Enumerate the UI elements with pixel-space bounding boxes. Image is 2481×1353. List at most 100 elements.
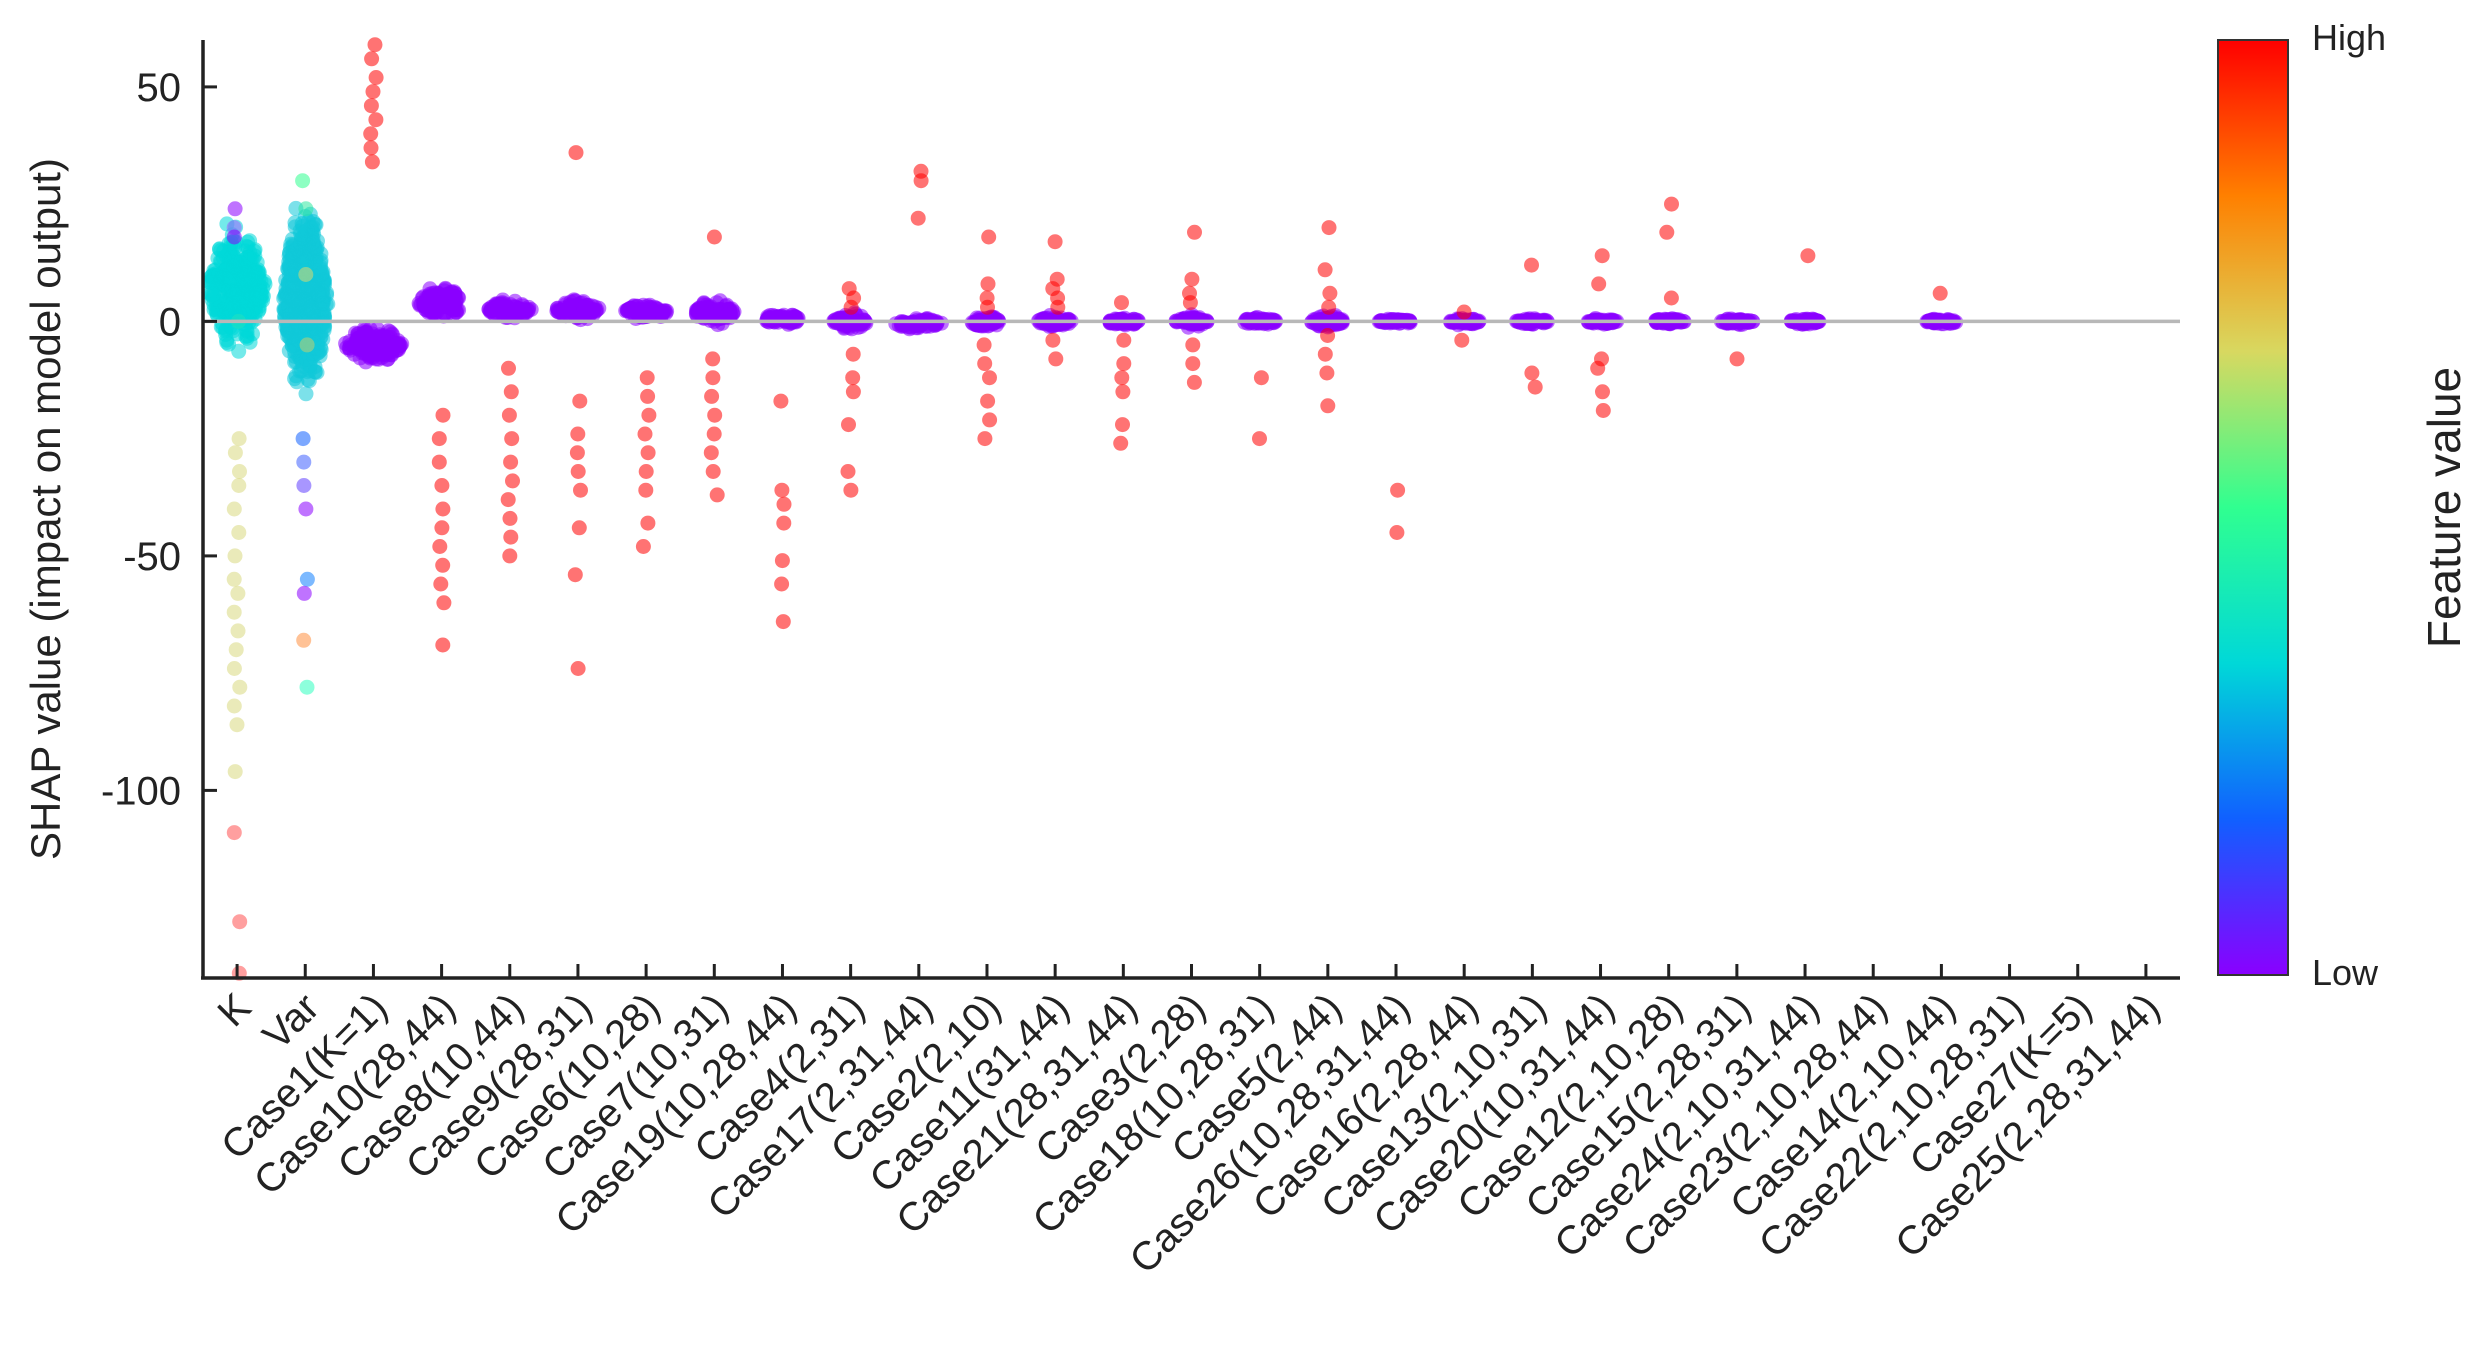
shap-point — [296, 585, 312, 601]
shap-point — [363, 126, 379, 142]
shap-point — [982, 412, 998, 428]
shap-point — [295, 431, 311, 447]
shap-point — [1729, 351, 1745, 367]
shap-point — [774, 576, 790, 592]
shap-point — [434, 478, 450, 493]
shap-point — [1185, 310, 1201, 326]
shap-point — [1804, 311, 1820, 327]
shap-point — [840, 464, 856, 479]
shap-point — [435, 501, 451, 517]
shap-point — [502, 548, 518, 564]
shap-point — [242, 233, 258, 249]
shap-point — [1321, 220, 1337, 236]
shap-point — [775, 614, 791, 630]
shap-point — [215, 276, 231, 292]
shap-point — [1663, 290, 1679, 306]
shap-point — [980, 393, 996, 409]
shap-point — [1524, 257, 1539, 273]
shap-point — [231, 525, 247, 540]
shap-point — [704, 388, 720, 404]
shap-point — [1664, 196, 1679, 212]
shap-point — [913, 173, 929, 189]
feature-points — [618, 297, 675, 554]
shap-point — [363, 140, 379, 156]
shap-point — [435, 557, 451, 573]
shap-point — [227, 201, 243, 217]
shap-point — [570, 661, 586, 676]
shap-point — [1048, 351, 1064, 367]
shap-point — [231, 431, 247, 447]
shap-point — [299, 337, 315, 353]
shap-point — [980, 276, 996, 292]
shap-point — [226, 501, 242, 517]
shap-point — [1114, 370, 1130, 386]
shap-point — [232, 914, 248, 930]
shap-point — [315, 295, 331, 311]
feature-points — [888, 163, 949, 337]
shap-point — [706, 426, 722, 442]
shap-point — [843, 482, 859, 498]
shap-point — [226, 229, 242, 245]
shap-point — [567, 567, 583, 583]
shap-point — [640, 515, 656, 531]
y-axis-ticks: 50 0 -50 -100 — [101, 66, 217, 813]
shap-point — [774, 482, 790, 498]
y-tick-label: 50 — [137, 66, 182, 110]
feature-points — [1919, 285, 1964, 332]
shap-point — [1454, 332, 1470, 348]
shap-point — [1590, 360, 1606, 376]
shap-point — [503, 384, 519, 400]
feature-points — [481, 292, 539, 564]
shap-point — [247, 248, 263, 264]
shap-point — [1527, 379, 1543, 395]
shap-point — [576, 300, 592, 316]
shap-point — [1113, 435, 1129, 451]
shap-point — [434, 295, 450, 311]
shap-point — [232, 679, 248, 695]
shap-point — [707, 407, 723, 423]
shap-point — [556, 302, 572, 318]
shap-point — [289, 240, 305, 256]
shap-point — [1182, 295, 1198, 311]
feature-points — [1648, 196, 1692, 332]
shap-point — [1659, 224, 1675, 240]
y-axis-label: SHAP value (impact on model output) — [22, 158, 69, 860]
shap-point — [571, 520, 587, 536]
feature-points — [1443, 304, 1487, 348]
shap-point — [569, 445, 585, 461]
shap-point — [703, 445, 719, 461]
shap-point — [1456, 304, 1472, 320]
shap-point — [774, 553, 790, 569]
shap-point — [640, 388, 656, 404]
shap-point — [776, 515, 792, 531]
shap-point — [293, 226, 309, 242]
shap-point — [298, 386, 314, 402]
colorbar-gradient — [2217, 39, 2289, 976]
shap-point — [435, 637, 451, 653]
shap-point — [980, 299, 995, 315]
shap-point — [304, 228, 320, 244]
shap-point — [288, 368, 304, 384]
shap-point — [391, 335, 407, 351]
feature-points — [276, 173, 336, 695]
shap-point — [296, 478, 312, 493]
shap-point — [1116, 356, 1132, 372]
shap-point — [977, 356, 993, 372]
shap-point — [977, 431, 993, 447]
shap-point — [1116, 332, 1132, 348]
shap-point — [1115, 384, 1131, 400]
shap-point — [773, 393, 789, 409]
shap-point — [381, 345, 397, 361]
shap-point — [298, 201, 314, 217]
shap-point — [502, 510, 518, 526]
shap-point — [570, 464, 586, 479]
shap-point — [776, 496, 792, 512]
shap-point — [298, 501, 314, 517]
shap-point — [209, 304, 225, 320]
feature-points — [759, 307, 806, 630]
shap-point — [243, 271, 259, 287]
feature-points — [1237, 309, 1283, 447]
shap-point — [1800, 248, 1816, 264]
shap-point — [705, 370, 721, 386]
shap-point — [705, 464, 721, 479]
